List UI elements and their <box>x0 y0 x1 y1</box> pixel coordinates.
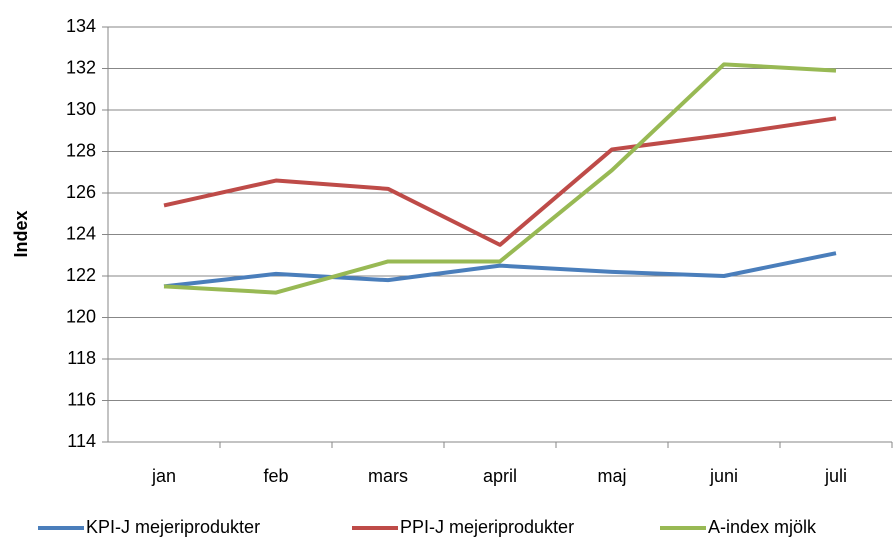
y-tick-label: 124 <box>66 223 96 243</box>
series-line <box>163 251 837 289</box>
y-axis-label: Index <box>11 210 31 257</box>
y-tick-label: 132 <box>66 57 96 77</box>
y-tick-label: 114 <box>67 431 96 451</box>
legend-label: A-index mjölk <box>708 517 817 537</box>
legend-label: KPI-J mejeriprodukter <box>86 517 260 537</box>
x-tick-label: feb <box>263 466 288 486</box>
y-tick-label: 116 <box>67 389 96 409</box>
x-tick-label: juni <box>709 466 738 486</box>
x-tick-label: mars <box>368 466 408 486</box>
y-tick-label: 118 <box>67 348 96 368</box>
x-tick-label: april <box>483 466 517 486</box>
series-line <box>163 116 837 247</box>
y-tick-label: 120 <box>66 306 96 326</box>
x-tick-label: maj <box>597 466 626 486</box>
x-tick-label: juli <box>824 466 847 486</box>
y-tick-label: 126 <box>66 182 96 202</box>
x-tick-label: jan <box>151 466 176 486</box>
series-line <box>163 62 837 295</box>
y-tick-label: 134 <box>66 16 96 36</box>
y-tick-label: 122 <box>66 265 96 285</box>
legend-label: PPI-J mejeriprodukter <box>400 517 574 537</box>
y-tick-label: 130 <box>66 99 96 119</box>
y-tick-label: 128 <box>66 140 96 160</box>
